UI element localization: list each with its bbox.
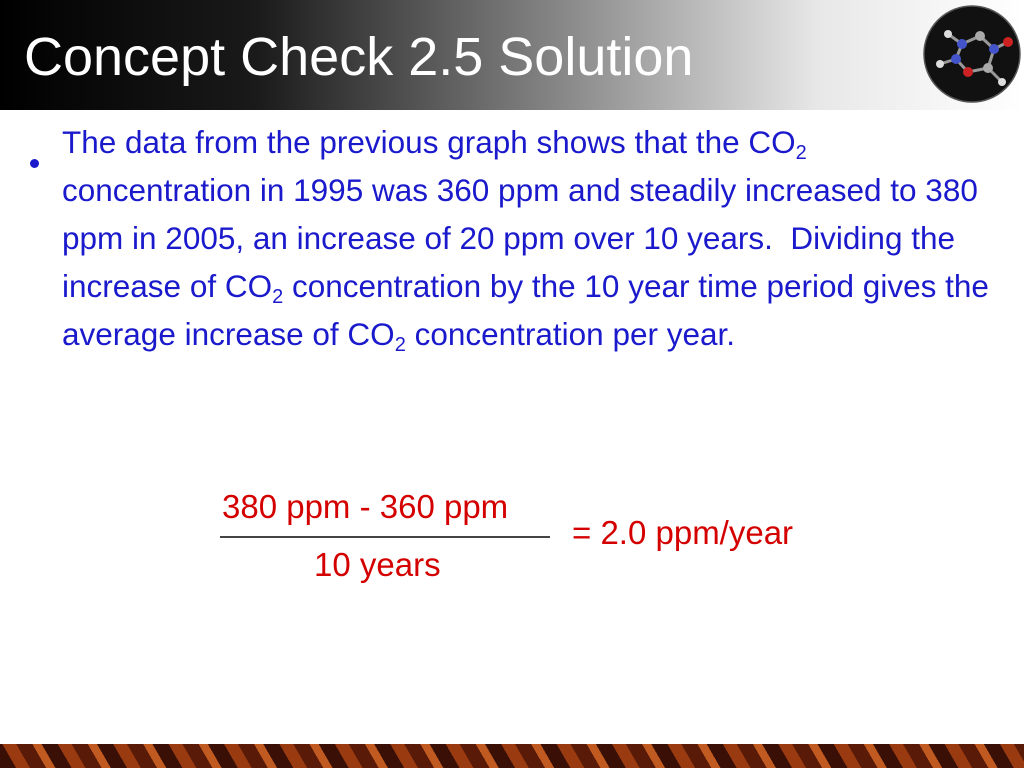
subscript: 2	[795, 142, 807, 164]
numerator: 380 ppm - 360 ppm	[222, 488, 509, 525]
slide-title: Concept Check 2.5 Solution	[24, 27, 694, 87]
fraction-bar	[220, 536, 550, 538]
text-run: concentration by the 10 year time period…	[62, 268, 998, 352]
header-bar: Concept Check 2.5 Solution	[0, 0, 1024, 110]
denominator: 10 years	[314, 546, 441, 583]
subscript: 2	[272, 286, 284, 308]
text-run: concentration in 1995 was 360 ppm and st…	[62, 124, 987, 304]
text-run: concentration per year.	[405, 316, 736, 352]
bullet	[30, 159, 39, 168]
subscript: 2	[394, 334, 406, 356]
result: = 2.0 ppm/year	[572, 514, 794, 551]
text-run: The data from the previous graph shows t…	[62, 124, 796, 160]
bullet-text: The data from the previous graph shows t…	[62, 118, 1002, 358]
footer-strip	[0, 744, 1024, 768]
molecule-logo	[923, 5, 1021, 103]
